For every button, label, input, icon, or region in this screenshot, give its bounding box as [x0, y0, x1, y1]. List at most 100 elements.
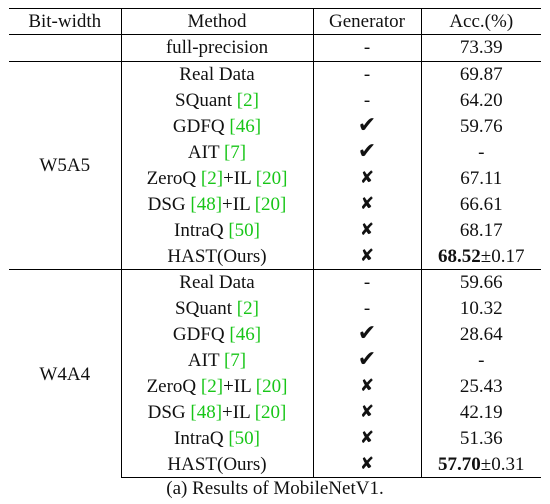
accuracy-cell: 66.61	[459, 193, 503, 215]
method-cell: AIT [7]	[121, 139, 314, 166]
cross-mark-icon: ✘	[359, 168, 375, 189]
accuracy-cell: 57.70±0.31	[421, 451, 541, 479]
method-cell: DSG [48]+IL [20]	[121, 399, 314, 426]
accuracy-cell: 10.32	[459, 298, 503, 320]
generator-cell: ✘	[313, 217, 422, 244]
method-cell: SQuant [2]	[121, 87, 314, 114]
generator-cell: -	[313, 60, 422, 88]
table-row: IntraQ [50] ✘ 51.36	[9, 425, 541, 452]
citation-link[interactable]: [50]	[228, 427, 260, 449]
citation-link[interactable]: [2]	[236, 89, 259, 111]
check-mark-icon: ✔	[357, 113, 377, 139]
method-name: GDFQ	[172, 323, 230, 345]
accuracy-cell: 59.66	[421, 269, 541, 296]
generator-cell: -	[313, 34, 422, 62]
citation-link[interactable]: [2]	[236, 298, 259, 320]
method-cell: IntraQ [50]	[121, 425, 314, 452]
cross-mark-icon: ✘	[359, 376, 375, 397]
method-name: AIT	[187, 349, 224, 371]
header-bit-width: Bit-width	[9, 8, 122, 35]
table-row: W5A5 Real Data - 69.87	[9, 60, 541, 270]
generator-cell: ✘	[313, 191, 422, 218]
method-cell: AIT [7]	[121, 347, 314, 374]
method-cell: DSG [48]+IL [20]	[121, 191, 314, 218]
method-name: GDFQ	[172, 115, 230, 137]
citation-link[interactable]: [2]	[200, 375, 224, 397]
results-table: Bit-width Method Generator Acc.(%) full-…	[9, 8, 541, 479]
method-cell: Real Data	[121, 60, 314, 88]
table-row: AIT [7] ✔ -	[9, 139, 541, 166]
method-cell: ZeroQ [2]+IL [20]	[121, 165, 314, 192]
check-mark-icon: ✔	[357, 347, 377, 373]
citation-link[interactable]: [20]	[255, 167, 288, 189]
method-suffix: +IL	[223, 167, 256, 189]
header-generator: Generator	[313, 8, 422, 35]
cross-mark-icon: ✘	[359, 194, 375, 215]
method-name: Real Data	[179, 64, 255, 86]
header-accuracy: Acc.(%)	[421, 8, 541, 35]
check-mark-icon: ✔	[357, 139, 377, 165]
accuracy-cell: -	[478, 141, 485, 163]
table-row: GDFQ [46] ✔ 28.64	[9, 321, 541, 348]
citation-link[interactable]: [46]	[229, 323, 262, 345]
citation-link[interactable]: [7]	[223, 141, 247, 163]
generator-value: -	[363, 298, 371, 320]
table-row: ZeroQ [2]+IL [20] ✘ 67.11	[9, 165, 541, 192]
full-precision-row: full-precision - 73.39	[9, 34, 541, 62]
generator-cell: -	[313, 295, 422, 322]
method-cell: GDFQ [46]	[121, 113, 314, 140]
accuracy-best-value: 57.70	[438, 453, 481, 475]
citation-link[interactable]: [2]	[200, 167, 224, 189]
generator-cell: ✔	[313, 347, 422, 374]
citation-link[interactable]: [20]	[254, 401, 287, 423]
cross-mark-icon: ✘	[359, 220, 375, 241]
citation-link[interactable]: [48]	[190, 401, 223, 423]
generator-cell: ✔	[313, 321, 422, 348]
citation-link[interactable]: [20]	[254, 193, 287, 215]
accuracy-cell: -	[478, 349, 485, 371]
bit-width-cell: W4A4	[9, 269, 122, 478]
citation-link[interactable]: [46]	[229, 115, 262, 137]
citation-link[interactable]: [20]	[255, 375, 288, 397]
table-caption: (a) Results of MobileNetV1.	[166, 478, 384, 499]
method-name: HAST(Ours)	[167, 453, 267, 475]
method-name: ZeroQ	[146, 167, 201, 189]
method-name: AIT	[187, 141, 224, 163]
table-body: full-precision - 73.39 W5A5 Real Data -69.…	[9, 34, 541, 479]
table-row: W4A4 Real Data - 59.66	[9, 269, 541, 478]
table-row: DSG [48]+IL [20] ✘ 42.19	[9, 399, 541, 426]
method-cell: Real Data	[121, 269, 314, 296]
accuracy-cell: 67.11	[460, 167, 503, 189]
table-row: IntraQ [50] ✘ 68.17	[9, 217, 541, 244]
accuracy-cell: 25.43	[459, 375, 503, 397]
table-row: SQuant [2] - 64.20	[9, 87, 541, 114]
method-suffix: +IL	[222, 401, 255, 423]
table-row: SQuant [2] - 10.32	[9, 295, 541, 322]
generator-cell: ✔	[313, 113, 422, 140]
method-cell: HAST(Ours)	[121, 451, 314, 479]
accuracy-std: ±0.31	[480, 453, 525, 475]
accuracy-std: ±0.17	[480, 245, 525, 267]
table-row: DSG [48]+IL [20] ✘ 66.61	[9, 191, 541, 218]
method-cell: full-precision	[121, 34, 314, 62]
accuracy-cell: 42.19	[459, 401, 503, 423]
table-row: HAST(Ours) ✘ 57.70±0.31	[9, 451, 541, 479]
generator-cell: -	[313, 87, 422, 114]
generator-cell: -	[313, 269, 422, 296]
citation-link[interactable]: [50]	[228, 219, 260, 241]
table-row: AIT [7] ✔ -	[9, 347, 541, 374]
bit-width-cell: W5A5	[9, 60, 122, 270]
method-name: SQuant	[175, 89, 237, 111]
citation-link[interactable]: [48]	[190, 193, 223, 215]
generator-cell: ✘	[313, 165, 422, 192]
method-cell: HAST(Ours)	[121, 243, 314, 270]
generator-cell: ✘	[313, 373, 422, 400]
method-name: IntraQ	[174, 427, 229, 449]
citation-link[interactable]: [7]	[223, 349, 247, 371]
bit-width-cell-empty	[9, 34, 122, 62]
table-row: ZeroQ [2]+IL [20] ✘ 25.43	[9, 373, 541, 400]
method-name: SQuant	[175, 298, 237, 320]
generator-cell: ✔	[313, 139, 422, 166]
header-method: Method	[121, 8, 314, 35]
generator-value: -	[363, 64, 371, 86]
